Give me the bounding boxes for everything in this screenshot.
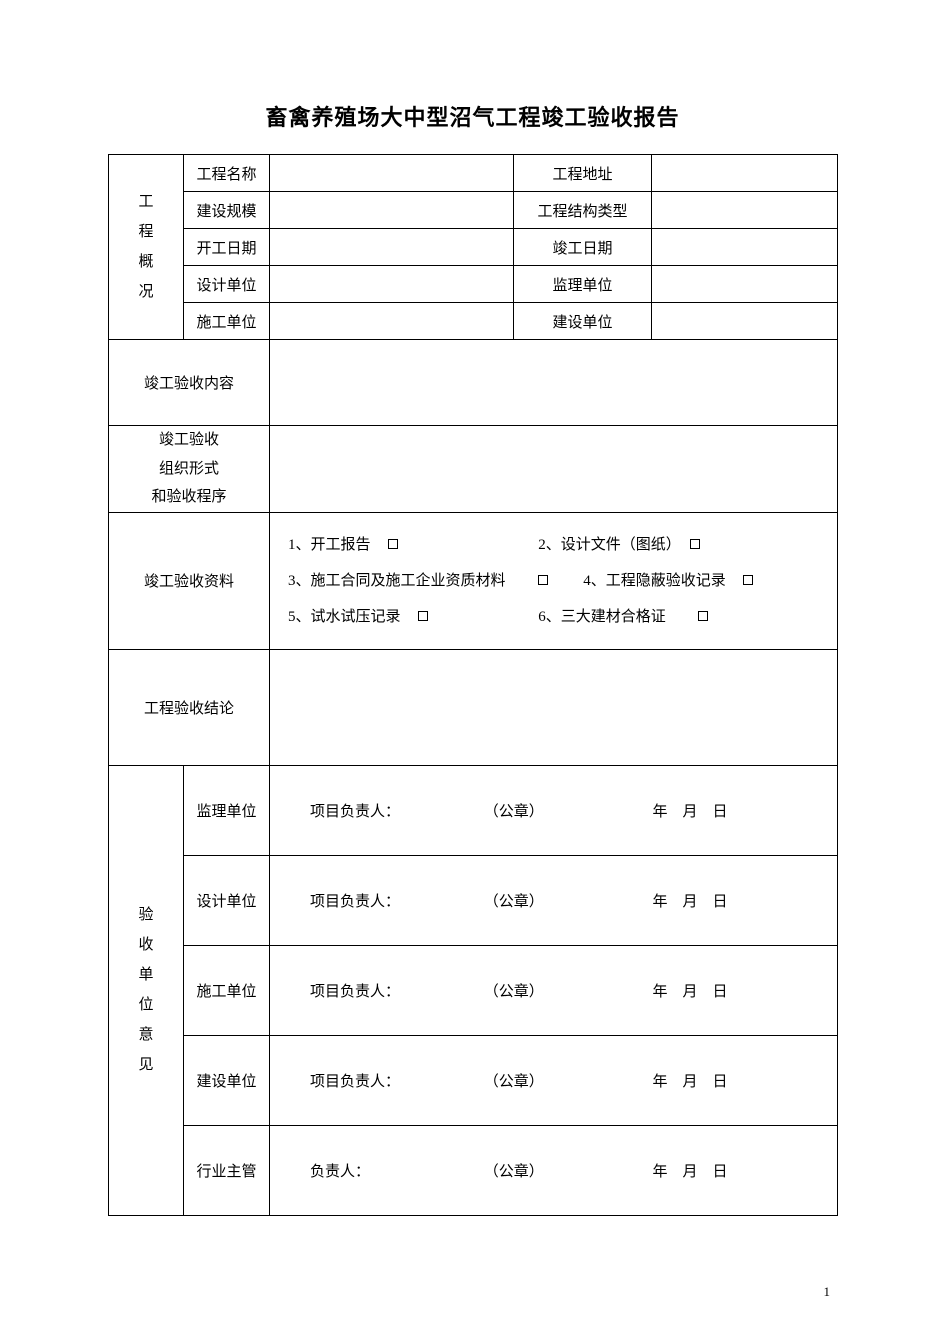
checkbox-icon[interactable] (538, 575, 548, 585)
label-project-address: 工程地址 (514, 155, 652, 192)
checkbox-icon[interactable] (698, 611, 708, 621)
document-title: 畜禽养殖场大中型沼气工程竣工验收报告 (108, 100, 837, 132)
label-construction-unit: 施工单位 (184, 303, 270, 340)
page-number: 1 (824, 1284, 831, 1300)
label-construction-opinion: 施工单位 (184, 945, 270, 1035)
label-build-unit: 建设单位 (514, 303, 652, 340)
label-supervision-opinion: 监理单位 (184, 765, 270, 855)
checkbox-icon[interactable] (388, 539, 398, 549)
label-acceptance-conclusion: 工程验收结论 (109, 649, 270, 765)
value-acceptance-materials: 1、开工报告 2、设计文件（图纸） 3、施工合同及施工企业资质材料 4、工程隐蔽… (270, 512, 838, 649)
label-start-date: 开工日期 (184, 229, 270, 266)
value-supervision-unit (652, 266, 838, 303)
project-overview-header: 工 程 概 况 (109, 155, 184, 340)
label-acceptance-materials: 竣工验收资料 (109, 512, 270, 649)
label-supervision-unit: 监理单位 (514, 266, 652, 303)
value-start-date (270, 229, 514, 266)
sig-build: 项目负责人： （公章） 年 月 日 (270, 1035, 838, 1125)
value-completion-date (652, 229, 838, 266)
label-completion-date: 竣工日期 (514, 229, 652, 266)
sig-construction: 项目负责人： （公章） 年 月 日 (270, 945, 838, 1035)
checkbox-icon[interactable] (418, 611, 428, 621)
value-scale (270, 192, 514, 229)
label-design-unit: 设计单位 (184, 266, 270, 303)
sig-supervision: 项目负责人： （公章） 年 月 日 (270, 765, 838, 855)
value-design-unit (270, 266, 514, 303)
label-structure-type: 工程结构类型 (514, 192, 652, 229)
value-org-form (270, 426, 838, 513)
value-project-address (652, 155, 838, 192)
checkbox-icon[interactable] (743, 575, 753, 585)
label-build-opinion: 建设单位 (184, 1035, 270, 1125)
label-industry-opinion: 行业主管 (184, 1125, 270, 1215)
value-project-name (270, 155, 514, 192)
value-build-unit (652, 303, 838, 340)
value-structure-type (652, 192, 838, 229)
label-org-form: 竣工验收 组织形式 和验收程序 (109, 426, 270, 513)
value-acceptance-conclusion (270, 649, 838, 765)
label-design-opinion: 设计单位 (184, 855, 270, 945)
label-scale: 建设规模 (184, 192, 270, 229)
label-project-name: 工程名称 (184, 155, 270, 192)
label-acceptance-content: 竣工验收内容 (109, 340, 270, 426)
value-acceptance-content (270, 340, 838, 426)
checkbox-icon[interactable] (690, 539, 700, 549)
value-construction-unit (270, 303, 514, 340)
acceptance-report-table: 工 程 概 况 工程名称 工程地址 建设规模 工程结构类型 开工日期 竣工日期 … (108, 154, 838, 1216)
sig-industry: 负责人： （公章） 年 月 日 (270, 1125, 838, 1215)
sig-design: 项目负责人： （公章） 年 月 日 (270, 855, 838, 945)
acceptance-opinion-header: 验 收 单 位 意 见 (109, 765, 184, 1215)
